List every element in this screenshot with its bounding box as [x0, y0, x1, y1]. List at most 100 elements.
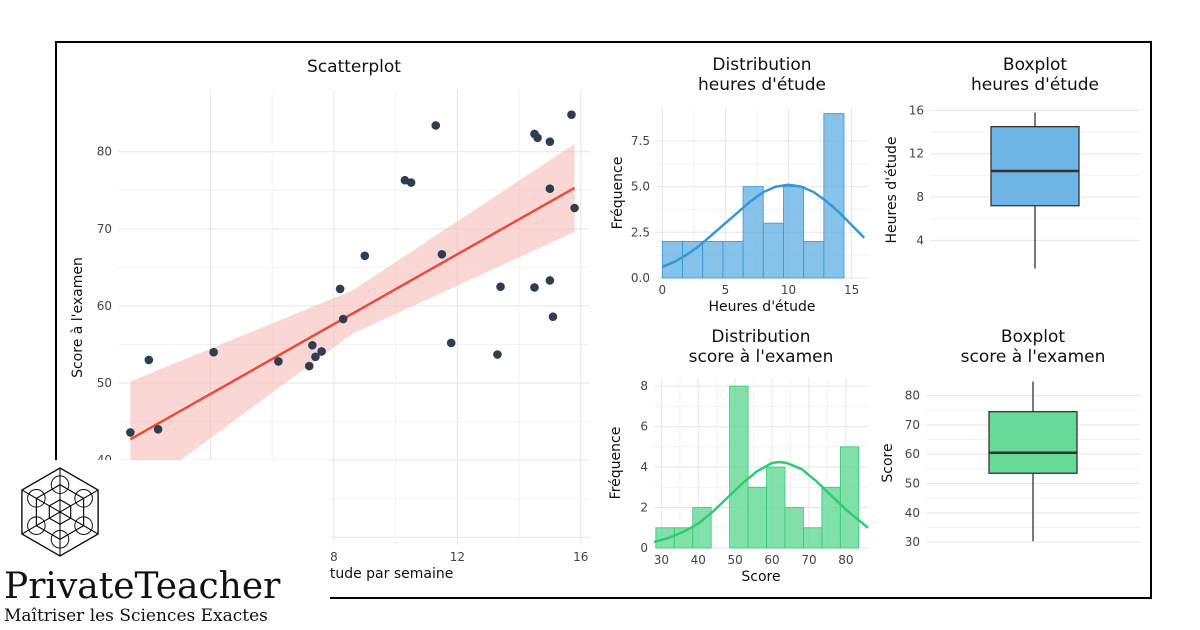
- y-tick-label: 6: [640, 420, 648, 434]
- x-tick-label: 5: [722, 283, 730, 297]
- y-tick-label: 0: [640, 541, 648, 555]
- scatter-point: [153, 425, 163, 434]
- logo-petal: [74, 516, 93, 535]
- y-axis-title: Fréquence: [608, 427, 624, 500]
- x-axis-title: Score: [741, 569, 780, 585]
- histogram-bar: [823, 113, 845, 279]
- y-tick-label: 12: [909, 147, 924, 161]
- y-tick-label: 2.5: [631, 225, 650, 239]
- x-tick-label: 16: [573, 550, 588, 564]
- chart-title-line-2: heures d'étude: [698, 75, 826, 95]
- confidence-band: [130, 143, 575, 498]
- histogram-bar: [803, 527, 823, 549]
- scatter-point: [338, 314, 348, 324]
- chart-title-line-1: Boxplot: [1003, 55, 1068, 75]
- chart-title-line-1: Distribution: [712, 55, 811, 75]
- y-tick-label: 2: [640, 501, 648, 515]
- scatter-point: [431, 121, 441, 130]
- scatter-point: [311, 352, 320, 362]
- y-tick-label: 70: [97, 222, 112, 236]
- logo-spoke: [59, 489, 99, 513]
- density-curve: [653, 460, 869, 544]
- scatter-point: [304, 361, 314, 371]
- logo-spoke: [21, 511, 61, 535]
- y-tick-label: 7.5: [631, 134, 650, 148]
- x-tick-label: 15: [844, 283, 859, 297]
- brand-backdrop: [0, 460, 330, 630]
- x-tick-label: 12: [450, 550, 465, 564]
- y-axis-title: Score à l'examen: [70, 257, 86, 378]
- x-tick-label: 8: [330, 550, 338, 564]
- scatter-point: [360, 251, 370, 261]
- histogram-bar: [803, 241, 825, 279]
- x-tick-label: 60: [764, 553, 779, 567]
- histogram-bar: [784, 507, 804, 549]
- x-tick-label: 10: [781, 283, 796, 297]
- scatter-point: [144, 355, 154, 365]
- x-tick-label: 70: [801, 553, 816, 567]
- x-tick-label: 0: [658, 283, 666, 297]
- brand-watermark: PrivateTeacher Maîtriser les Sciences Ex…: [0, 460, 330, 630]
- y-tick-label: 0.0: [631, 271, 650, 285]
- box-iqr: [990, 126, 1080, 207]
- scatter-point: [496, 282, 505, 291]
- scatter-point: [126, 428, 135, 437]
- scatter-point: [317, 347, 326, 356]
- scatter-point: [446, 338, 456, 348]
- y-tick-label: 30: [905, 535, 920, 549]
- brand-tagline: Maîtriser les Sciences Exactes: [4, 606, 268, 626]
- y-tick-label: 80: [97, 145, 112, 159]
- y-tick-label: 4: [640, 460, 648, 474]
- chart-title-line-2: heures d'étude: [971, 75, 1099, 95]
- histogram-bar: [747, 486, 767, 549]
- y-axis-title: Score: [880, 443, 896, 482]
- y-tick-label: 8: [916, 190, 924, 204]
- x-tick-label: 80: [838, 553, 853, 567]
- scatter-point: [545, 184, 555, 194]
- scatter-point: [545, 276, 555, 285]
- y-axis-title: Fréquence: [610, 157, 626, 230]
- scatter-point: [533, 133, 542, 143]
- x-tick-label: 50: [728, 553, 743, 567]
- logo-petal: [27, 489, 46, 508]
- y-tick-label: 40: [905, 506, 920, 520]
- y-tick-label: 60: [97, 299, 112, 313]
- scatter-point: [335, 284, 345, 294]
- histogram-bar: [783, 186, 805, 279]
- logo-petal: [50, 475, 70, 495]
- histogram-bar: [762, 222, 784, 279]
- regression-line: [129, 186, 576, 441]
- y-tick-label: 8: [640, 379, 648, 393]
- histogram-bar: [722, 241, 744, 279]
- scatter-point: [570, 203, 579, 213]
- x-axis-title: Heures d'étude: [708, 299, 815, 315]
- scatter-point: [567, 110, 576, 119]
- logo-petal: [74, 489, 93, 508]
- x-tick-label: 40: [691, 553, 706, 567]
- scatter-point: [437, 249, 447, 259]
- scatter-point: [274, 357, 283, 366]
- y-tick-label: 50: [97, 376, 112, 390]
- logo-spoke: [59, 511, 99, 535]
- scatter-point: [308, 340, 317, 350]
- scatter-point: [548, 312, 558, 322]
- scatter-point: [209, 347, 218, 357]
- chart-scatter: Scatterplot304050607080481216Heures d'ét…: [70, 57, 590, 582]
- y-tick-label: 50: [905, 477, 920, 491]
- y-tick-label: 80: [905, 389, 920, 403]
- scatter-point: [545, 137, 555, 146]
- hexagonal-cube-logo-icon: [21, 467, 99, 557]
- scatter-point: [530, 283, 539, 292]
- histogram-bar: [729, 385, 749, 549]
- histogram-bar: [766, 466, 786, 549]
- chart-title-line-2: score à l'examen: [961, 347, 1106, 367]
- charts-layer: Scatterplot304050607080481216Heures d'ét…: [70, 55, 1140, 585]
- box-iqr: [988, 411, 1078, 474]
- density-curve: [661, 183, 866, 269]
- chart-title: Scatterplot: [307, 57, 401, 77]
